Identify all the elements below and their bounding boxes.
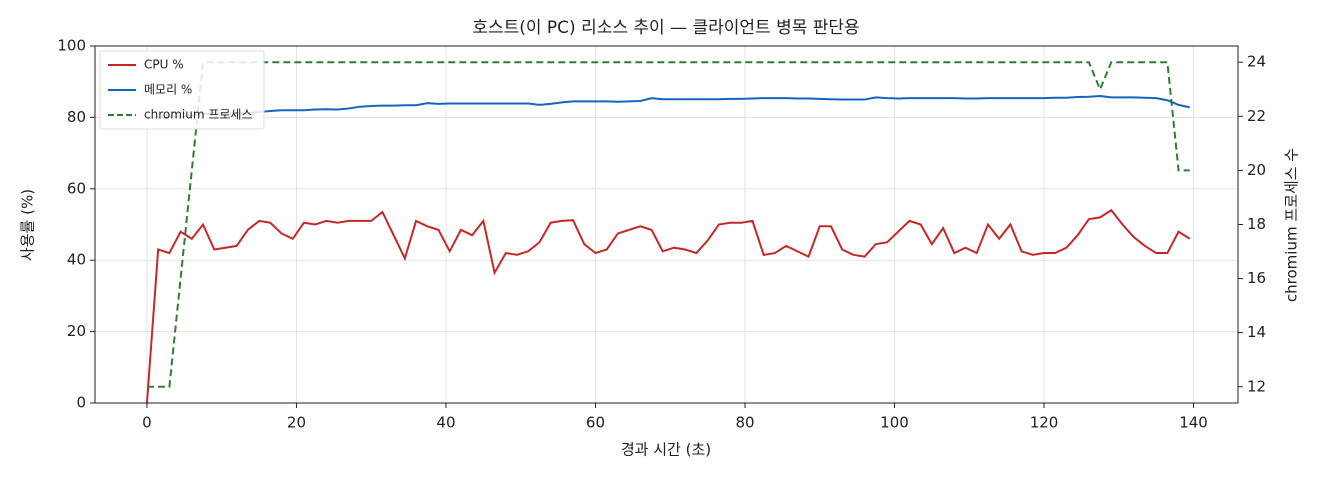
plot-frame <box>94 45 1239 404</box>
x-tick-label: 0 <box>142 414 152 432</box>
y2-tick-label: 24 <box>1247 53 1266 71</box>
legend-label: chromium 프로세스 <box>144 108 253 122</box>
y2-axis-label: chromium 프로세스 수 <box>1283 148 1301 302</box>
y2-tick-label: 22 <box>1247 107 1266 125</box>
legend: CPU % 메모리 % chromium 프로세스 <box>99 50 265 130</box>
y2-tick-label: 16 <box>1247 269 1266 287</box>
x-tick-label: 120 <box>1030 414 1059 432</box>
legend-label: CPU % <box>144 58 184 72</box>
y-axis-label: 사용률 (%) <box>19 189 37 261</box>
x-tick-label: 140 <box>1179 414 1208 432</box>
x-tick-label: 40 <box>436 414 455 432</box>
legend-box <box>99 50 265 130</box>
legend-label: 메모리 % <box>144 83 192 97</box>
y2-tick-label: 14 <box>1247 323 1266 341</box>
x-tick-label: 60 <box>586 414 605 432</box>
x-tick-label: 20 <box>287 414 306 432</box>
y-tick-label: 80 <box>67 108 86 126</box>
y-tick-label: 20 <box>67 322 86 340</box>
y2-tick-label: 20 <box>1247 161 1266 179</box>
x-axis-label: 경과 시간 (초) <box>621 441 711 459</box>
chart-title: 호스트(이 PC) 리소스 추이 — 클라이언트 병목 판단용 <box>472 18 859 38</box>
y-tick-label: 60 <box>67 179 86 197</box>
y2-tick-label: 12 <box>1247 377 1266 395</box>
series-line <box>145 208 1191 404</box>
x-tick-label: 100 <box>880 414 909 432</box>
y-tick-label: 0 <box>76 394 86 412</box>
x-tick-label: 80 <box>735 414 754 432</box>
y-tick-label: 40 <box>67 251 86 269</box>
series-line <box>146 61 1190 388</box>
y2-tick-label: 18 <box>1247 215 1266 233</box>
series-line <box>146 94 1190 119</box>
y-tick-label: 100 <box>57 37 86 55</box>
